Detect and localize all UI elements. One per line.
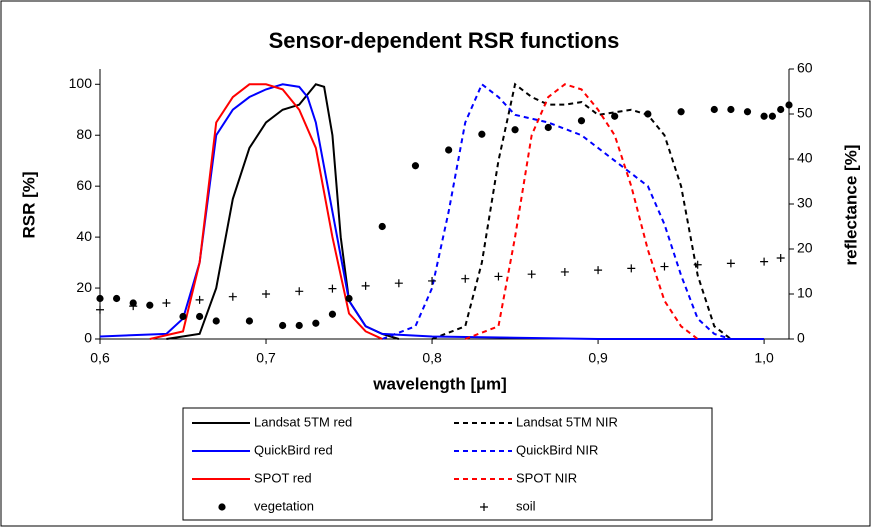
chart-title: Sensor-dependent RSR functions — [269, 28, 620, 53]
y-tick-label: 80 — [76, 126, 92, 142]
data-point — [428, 276, 437, 285]
y2-tick-label: 40 — [797, 150, 813, 166]
data-point — [544, 123, 552, 132]
data-point — [262, 290, 271, 298]
data-point — [461, 274, 470, 283]
data-point — [727, 105, 735, 114]
data-point — [494, 272, 503, 281]
data-point — [146, 301, 154, 309]
y2-tick-label: 10 — [797, 285, 813, 301]
data-point — [162, 299, 171, 307]
data-point — [96, 294, 104, 303]
legend-box — [182, 407, 713, 521]
data-point — [677, 108, 685, 116]
data-point — [511, 126, 519, 134]
data-point — [785, 101, 793, 109]
x-tick-label: 0,6 — [90, 350, 110, 366]
legend-label: QuickBird red — [254, 442, 333, 457]
data-point — [113, 294, 121, 303]
data-point — [594, 266, 603, 275]
data-point — [560, 267, 569, 276]
x-tick-label: 0,8 — [422, 350, 442, 366]
y2-tick-label: 30 — [797, 195, 813, 211]
legend-label: QuickBird NIR — [516, 442, 598, 457]
legend-label: SPOT NIR — [516, 470, 577, 485]
y-tick-label: 100 — [69, 75, 93, 91]
legend-label: vegetation — [254, 498, 314, 513]
data-point — [768, 112, 776, 120]
x-tick-label: 0,7 — [256, 350, 276, 366]
data-point — [644, 110, 652, 118]
y2-tick-label: 0 — [797, 330, 805, 346]
data-point — [478, 130, 486, 138]
data-point — [312, 319, 320, 327]
legend-marker — [218, 503, 226, 511]
y-tick-label: 20 — [76, 279, 92, 295]
data-point — [195, 295, 204, 304]
y2-tick-label: 50 — [797, 105, 813, 121]
y-tick-label: 40 — [76, 228, 92, 244]
x-tick-label: 0,9 — [588, 350, 608, 366]
data-point — [660, 262, 669, 271]
legend-label: SPOT red — [254, 470, 312, 485]
data-point — [129, 302, 138, 311]
y2-tick-label: 60 — [797, 60, 813, 76]
x-axis-label: wavelength [µm] — [372, 374, 507, 393]
data-point — [776, 254, 785, 262]
data-point — [96, 305, 104, 314]
y-axis-label: RSR [%] — [19, 171, 38, 238]
data-point — [611, 112, 619, 120]
data-point — [777, 105, 785, 114]
data-point — [279, 321, 287, 330]
data-point — [726, 259, 735, 268]
data-point — [760, 112, 768, 120]
y-tick-label: 0 — [84, 330, 92, 346]
data-point — [710, 105, 718, 114]
data-point — [527, 270, 536, 279]
data-point — [295, 321, 303, 330]
data-point — [378, 222, 386, 231]
data-point — [361, 281, 370, 290]
data-point — [445, 146, 453, 154]
y2-tick-label: 20 — [797, 240, 813, 256]
data-point — [394, 279, 403, 288]
data-point — [328, 310, 337, 318]
series-line — [381, 82, 732, 340]
legend-marker — [480, 503, 488, 511]
data-point — [295, 287, 304, 296]
data-point — [345, 294, 353, 303]
data-point — [228, 292, 237, 301]
data-point — [760, 257, 769, 266]
data-point — [411, 162, 420, 170]
data-point — [245, 317, 254, 325]
legend-label: Landsat 5TM red — [254, 414, 352, 429]
data-point — [212, 317, 220, 325]
data-point — [577, 117, 586, 125]
x-tick-label: 1,0 — [754, 350, 774, 366]
data-point — [743, 108, 752, 116]
data-point — [693, 260, 702, 269]
data-point — [179, 312, 187, 321]
series-line — [431, 82, 732, 340]
data-point — [627, 264, 636, 273]
y2-axis-label: reflectance [%] — [841, 145, 860, 266]
legend-label: Landsat 5TM NIR — [516, 414, 618, 429]
y-tick-label: 60 — [76, 177, 92, 193]
data-point — [196, 312, 204, 321]
data-point — [328, 284, 337, 293]
legend-label: soil — [516, 498, 536, 513]
